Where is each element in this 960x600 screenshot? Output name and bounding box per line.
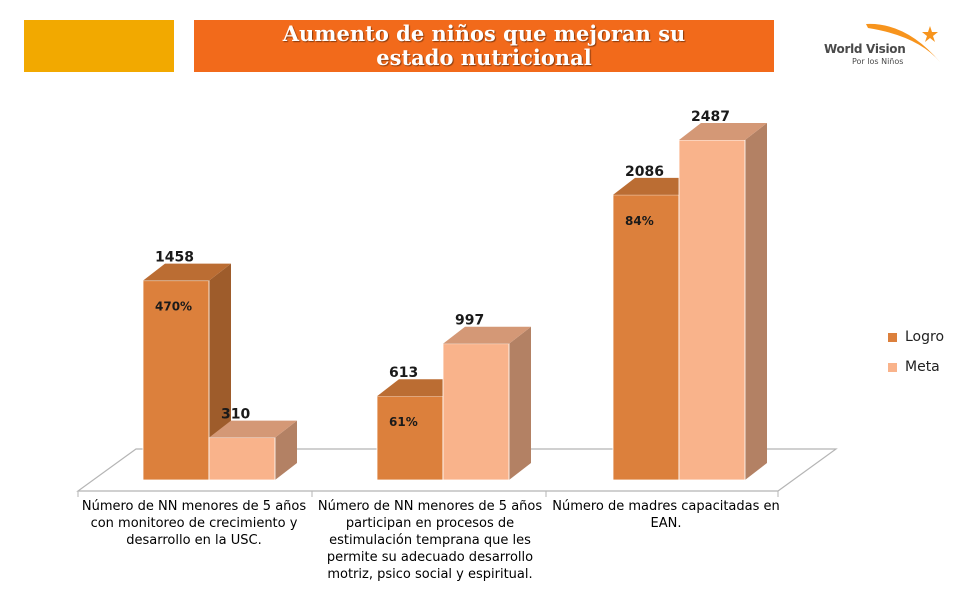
category-label: Número de madres capacitadas en EAN. <box>552 499 780 531</box>
data-label: 1458 <box>155 250 194 266</box>
bar-side <box>275 420 297 480</box>
legend-item: Meta <box>888 352 944 382</box>
world-vision-logo: World Vision Por los Niños <box>806 18 946 74</box>
legend-swatch <box>888 362 897 372</box>
logo-tagline: Por los Niños <box>852 57 904 66</box>
chart-title: Aumento de niños que mejoran su estado n… <box>282 21 686 70</box>
bar <box>142 280 210 481</box>
data-label: 613 <box>389 365 418 381</box>
bar <box>442 343 510 481</box>
bar-top <box>143 263 231 281</box>
bar-top <box>443 326 531 344</box>
bar <box>376 395 444 481</box>
category-label: Número de NN menores de 5 años participa… <box>317 499 543 582</box>
star-swoosh-icon <box>866 23 940 62</box>
accent-block <box>24 20 174 72</box>
bar <box>208 437 276 481</box>
data-label: 2487 <box>691 109 730 125</box>
legend: Logro Meta <box>888 322 944 382</box>
percent-label: 61% <box>389 415 418 429</box>
percent-label: 470% <box>155 300 192 314</box>
legend-label: Logro <box>905 329 945 345</box>
legend-label: Meta <box>905 359 940 375</box>
bar-top <box>209 420 297 438</box>
category-label: Número de NN menores de 5 años con monit… <box>81 499 307 548</box>
legend-item: Logro <box>888 322 944 352</box>
legend-swatch <box>888 332 897 342</box>
data-label: 310 <box>221 407 250 423</box>
bar-top <box>679 123 767 140</box>
bar-side <box>745 123 767 480</box>
data-label: 2086 <box>625 164 664 180</box>
data-label: 997 <box>455 313 484 329</box>
title-banner: Aumento de niños que mejoran su estado n… <box>194 20 774 72</box>
percent-label: 84% <box>625 214 654 228</box>
bar-side <box>509 326 531 480</box>
logo-name: World Vision <box>824 42 906 56</box>
bar <box>612 194 680 481</box>
bar <box>678 139 746 481</box>
